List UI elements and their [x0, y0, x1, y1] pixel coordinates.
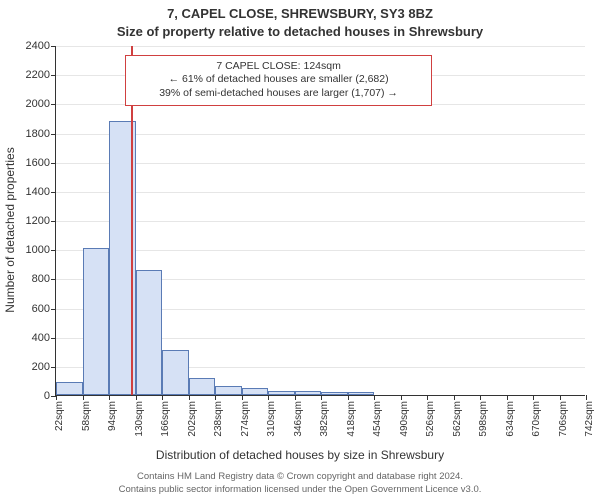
x-tick-mark [56, 395, 57, 400]
histogram-bar [242, 388, 269, 395]
y-tick-label: 2200 [26, 69, 56, 81]
x-tick-mark [215, 395, 216, 400]
x-tick-label: 274sqm [240, 401, 251, 437]
histogram-bar [321, 392, 348, 395]
x-tick-label: 94sqm [107, 401, 118, 431]
y-tick-label: 2400 [26, 40, 56, 52]
y-tick-label: 800 [32, 273, 56, 285]
y-tick-label: 1600 [26, 157, 56, 169]
x-tick-label: 202sqm [187, 401, 198, 437]
annotation-line: 7 CAPEL CLOSE: 124sqm [130, 60, 427, 74]
x-tick-mark [560, 395, 561, 400]
attribution-line2: Contains public sector information licen… [0, 484, 600, 495]
y-tick-label: 1400 [26, 186, 56, 198]
y-tick-label: 1200 [26, 215, 56, 227]
x-tick-mark [586, 395, 587, 400]
x-tick-label: 22sqm [54, 401, 65, 431]
y-tick-label: 1800 [26, 128, 56, 140]
y-tick-label: 2000 [26, 98, 56, 110]
histogram-bar [215, 386, 242, 395]
x-tick-label: 418sqm [346, 401, 357, 437]
x-tick-mark [242, 395, 243, 400]
x-tick-mark [480, 395, 481, 400]
histogram-bar [136, 270, 163, 395]
x-tick-label: 166sqm [160, 401, 171, 437]
x-tick-mark [109, 395, 110, 400]
x-tick-label: 58sqm [81, 401, 92, 431]
x-tick-mark [533, 395, 534, 400]
x-tick-mark [374, 395, 375, 400]
x-tick-mark [321, 395, 322, 400]
annotation-line: 39% of semi-detached houses are larger (… [130, 87, 427, 101]
y-axis-label: Number of detached properties [3, 147, 17, 312]
attribution-line1: Contains HM Land Registry data © Crown c… [0, 471, 600, 482]
x-tick-label: 490sqm [399, 401, 410, 437]
chart-title-line1: 7, CAPEL CLOSE, SHREWSBURY, SY3 8BZ [0, 6, 600, 21]
y-tick-label: 200 [32, 361, 56, 373]
histogram-bar [83, 248, 110, 395]
x-tick-mark [83, 395, 84, 400]
gridline [56, 46, 585, 47]
histogram-bar [348, 392, 375, 395]
x-tick-mark [348, 395, 349, 400]
x-tick-label: 742sqm [584, 401, 595, 437]
x-tick-label: 598sqm [478, 401, 489, 437]
x-tick-mark [454, 395, 455, 400]
x-tick-label: 310sqm [266, 401, 277, 437]
histogram-bar [268, 391, 295, 395]
histogram-bar [56, 382, 83, 395]
x-tick-label: 130sqm [134, 401, 145, 437]
y-tick-label: 1000 [26, 244, 56, 256]
histogram-bar [295, 391, 322, 395]
x-tick-label: 454sqm [372, 401, 383, 437]
x-tick-label: 670sqm [531, 401, 542, 437]
x-tick-label: 382sqm [319, 401, 330, 437]
x-tick-label: 634sqm [505, 401, 516, 437]
x-tick-mark [507, 395, 508, 400]
histogram-chart: 7, CAPEL CLOSE, SHREWSBURY, SY3 8BZ Size… [0, 0, 600, 500]
y-tick-label: 600 [32, 303, 56, 315]
x-tick-label: 562sqm [452, 401, 463, 437]
x-tick-mark [136, 395, 137, 400]
histogram-bar [162, 350, 189, 395]
x-tick-mark [401, 395, 402, 400]
plot-area: 0200400600800100012001400160018002000220… [55, 46, 585, 396]
annotation-box: 7 CAPEL CLOSE: 124sqm← 61% of detached h… [125, 55, 432, 106]
x-tick-label: 706sqm [558, 401, 569, 437]
x-tick-mark [268, 395, 269, 400]
x-tick-label: 238sqm [213, 401, 224, 437]
chart-title-line2: Size of property relative to detached ho… [0, 24, 600, 39]
y-tick-label: 400 [32, 332, 56, 344]
x-tick-label: 526sqm [425, 401, 436, 437]
x-tick-label: 346sqm [293, 401, 304, 437]
annotation-line: ← 61% of detached houses are smaller (2,… [130, 73, 427, 87]
x-tick-mark [162, 395, 163, 400]
x-tick-mark [295, 395, 296, 400]
x-tick-mark [427, 395, 428, 400]
x-tick-mark [189, 395, 190, 400]
x-axis-label: Distribution of detached houses by size … [0, 448, 600, 462]
histogram-bar [189, 378, 216, 396]
